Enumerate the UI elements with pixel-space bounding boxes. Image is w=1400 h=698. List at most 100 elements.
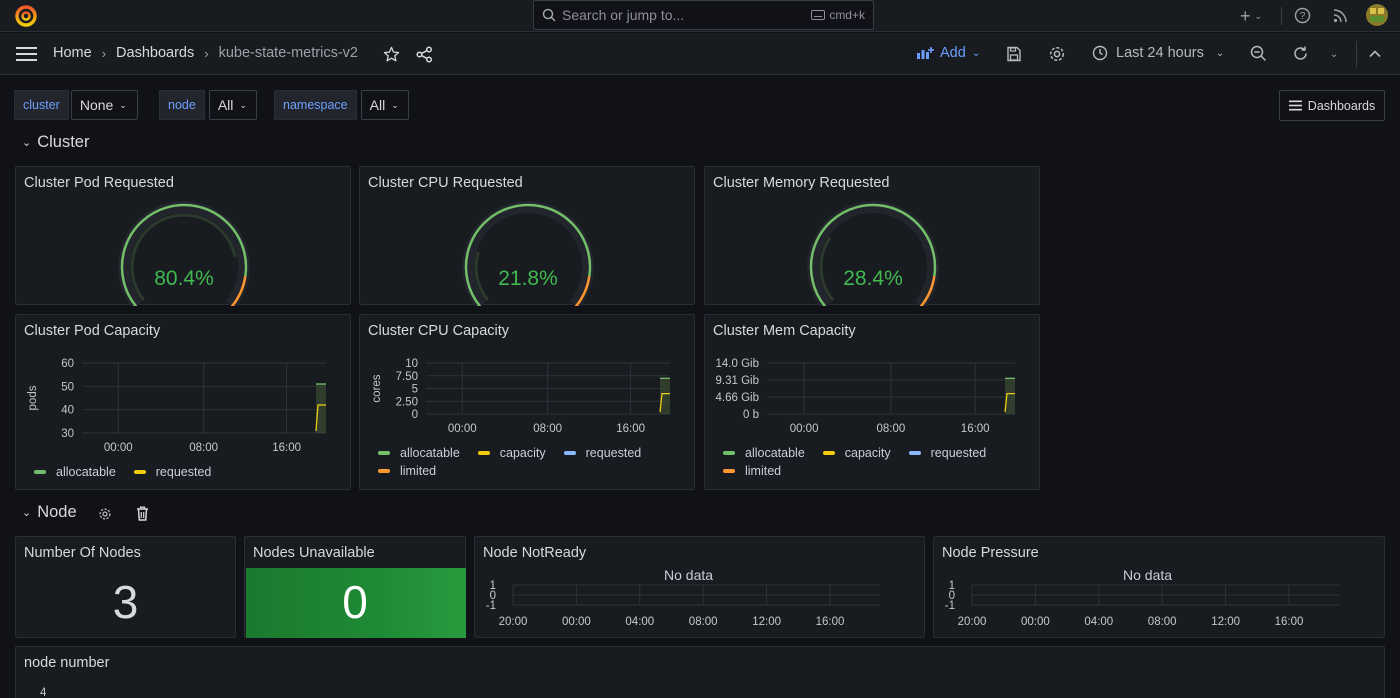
y-tick-label: 50	[61, 381, 74, 393]
legend-label: requested	[930, 446, 987, 460]
search-bar[interactable]: Search or jump to... cmd+k	[533, 0, 874, 30]
timeseries-panel[interactable]: Cluster Mem Capacity 14.0 Gib 9.31 Gib 4.6…	[704, 314, 1040, 490]
avatar[interactable]	[1366, 4, 1388, 26]
legend-item[interactable]: allocatable	[723, 446, 805, 460]
save-icon[interactable]	[1006, 46, 1022, 62]
gauge-value-arc	[474, 251, 490, 302]
chevron-down-icon: ⌄	[119, 99, 127, 110]
legend-item[interactable]: limited	[723, 464, 781, 478]
timeseries-panel-node-pressure[interactable]: Node Pressure No data 1 0 -1 20:00 00:00 04:0…	[933, 536, 1385, 638]
trash-icon[interactable]	[136, 506, 149, 521]
timeseries-panel-node-number[interactable]: node number 4	[15, 646, 1385, 698]
grafana-logo-icon[interactable]	[14, 4, 38, 28]
row-title: Cluster	[37, 133, 90, 151]
menu-icon[interactable]	[16, 46, 37, 62]
gauge-value-arc	[819, 237, 835, 302]
x-tick-label: 20:00	[499, 616, 528, 628]
gauge-value: 28.4%	[843, 267, 903, 290]
panel-title: Node Pressure	[942, 545, 1039, 561]
help-icon[interactable]: ?	[1294, 7, 1311, 24]
nav-bar: Home › Dashboards › kube-state-metrics-v…	[0, 33, 1400, 75]
panel-title: Cluster Pod Capacity	[24, 323, 161, 339]
panel-title: Cluster CPU Requested	[368, 175, 523, 191]
top-bar: Search or jump to... cmd+k + ⌄ ?	[0, 0, 1400, 32]
legend-label: requested	[585, 446, 642, 460]
gauge-chart: 21.8%	[462, 201, 594, 306]
gauge-track	[462, 201, 594, 306]
row-title: Node	[37, 503, 77, 521]
star-icon[interactable]	[383, 46, 400, 63]
x-tick-label: 00:00	[562, 616, 591, 628]
gauge-threshold-green	[809, 203, 937, 306]
chevron-down-icon: ⌄	[1254, 10, 1263, 21]
legend-label: allocatable	[400, 446, 460, 460]
legend-item[interactable]: requested	[563, 446, 642, 460]
variable-value: None	[79, 97, 114, 113]
y-tick-label: 0	[949, 590, 955, 602]
x-tick-label: 16:00	[1275, 616, 1304, 628]
legend-swatch	[477, 451, 490, 455]
add-button[interactable]: Add ⌄	[916, 45, 980, 61]
dashboards-links-button[interactable]: Dashboards	[1279, 90, 1385, 121]
time-picker[interactable]: Last 24 hours ⌄	[1092, 45, 1224, 61]
rss-icon[interactable]	[1333, 8, 1348, 23]
x-tick-label: 16:00	[272, 442, 301, 454]
row-settings-gear-icon[interactable]	[98, 507, 112, 521]
y-tick-label: 5	[412, 384, 418, 396]
series-area	[1005, 378, 1015, 414]
collapse-up-icon[interactable]	[1368, 47, 1382, 61]
x-tick-label: 12:00	[752, 616, 781, 628]
gear-icon[interactable]	[1048, 45, 1066, 63]
legend-item[interactable]: capacity	[477, 446, 546, 460]
x-tick-label: 00:00	[448, 423, 477, 435]
y-tick-label: 14.0 Gib	[716, 358, 759, 370]
y-tick-label: 30	[61, 428, 74, 440]
plus-icon: +	[1239, 5, 1251, 26]
row-node-toggle[interactable]: ⌄ Node	[22, 503, 77, 522]
gauge-panel[interactable]: Cluster CPU Requested 21.8%	[359, 166, 695, 306]
chevron-right-icon: ›	[101, 45, 107, 61]
legend-swatch	[34, 470, 46, 474]
panel-title: Nodes Unavailable	[253, 545, 375, 561]
timeseries-panel[interactable]: Cluster Pod Capacity 60 50 40 30 00:00 08:00 1…	[15, 314, 351, 490]
panel-title: Cluster Pod Requested	[24, 175, 174, 191]
refresh-icon[interactable]	[1292, 45, 1309, 62]
x-tick-label: 08:00	[876, 423, 905, 435]
variable-select-namespace[interactable]: All ⌄	[360, 90, 409, 120]
gauge-panel[interactable]: Cluster Memory Requested 28.4%	[704, 166, 1040, 306]
legend-item[interactable]: requested	[908, 446, 987, 460]
legend-item[interactable]: allocatable	[34, 465, 116, 479]
chart-legend: allocatable capacity requested limited	[723, 446, 1023, 478]
search-input[interactable]: Search or jump to...	[562, 7, 685, 23]
x-tick-label: 04:00	[1084, 616, 1113, 628]
variable-select-node[interactable]: All ⌄	[208, 90, 257, 120]
timeseries-panel[interactable]: Cluster CPU Capacity 10 7.50 5 2.50 0 00:00 08…	[359, 314, 695, 490]
gauge-panel[interactable]: Cluster Pod Requested 80.4%	[15, 166, 351, 306]
legend-label: allocatable	[56, 465, 116, 479]
legend-swatch	[133, 470, 146, 474]
panel-title: Node NotReady	[483, 545, 587, 561]
breadcrumb-dashboards[interactable]: Dashboards	[116, 45, 195, 61]
row-cluster-toggle[interactable]: ⌄ Cluster	[22, 133, 89, 152]
panel-title: node number	[24, 655, 110, 671]
stat-panel-nodes-unavailable[interactable]: Nodes Unavailable 0	[244, 536, 466, 638]
share-icon[interactable]	[416, 46, 433, 63]
timeseries-panel-node-notready[interactable]: Node NotReady No data 1 0 -1 20:00 00:00 04:0…	[474, 536, 925, 638]
legend-item[interactable]: requested	[133, 465, 211, 479]
x-tick-label: 00:00	[790, 423, 819, 435]
y-tick-label: 40	[61, 405, 74, 417]
zoom-out-icon[interactable]	[1250, 45, 1267, 62]
refresh-interval-chevron-icon[interactable]: ⌄	[1329, 48, 1339, 60]
new-menu-button[interactable]: + ⌄	[1235, 6, 1267, 26]
legend-swatch	[908, 451, 921, 455]
x-tick-label: 12:00	[1211, 616, 1240, 628]
variable-select-cluster[interactable]: None ⌄	[70, 90, 138, 120]
stat-panel-number-of-nodes[interactable]: Number Of Nodes 3	[15, 536, 236, 638]
legend-swatch	[563, 451, 576, 455]
legend-item[interactable]: limited	[378, 464, 436, 478]
legend-item[interactable]: allocatable	[378, 446, 460, 460]
chevron-right-icon: ›	[204, 45, 209, 61]
breadcrumb-home[interactable]: Home	[53, 45, 92, 61]
chevron-down-icon: ⌄	[1215, 47, 1225, 59]
legend-item[interactable]: capacity	[822, 446, 891, 460]
